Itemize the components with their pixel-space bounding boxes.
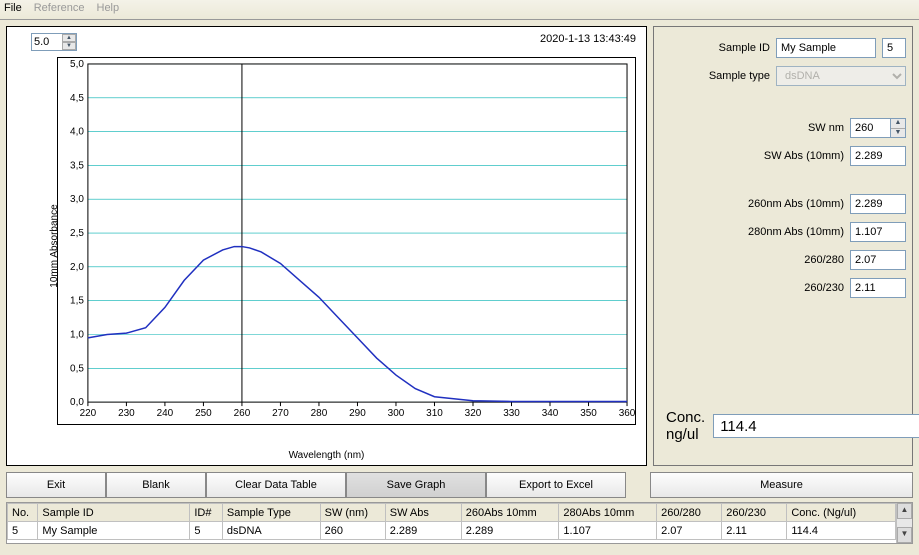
svg-text:310: 310 — [426, 408, 443, 419]
sample-id-label: Sample ID — [719, 42, 770, 54]
svg-text:0,5: 0,5 — [70, 363, 84, 374]
table-cell: 260 — [320, 522, 385, 540]
abs260-label: 260nm Abs (10mm) — [748, 198, 844, 210]
sample-num-input[interactable] — [882, 38, 906, 58]
svg-text:1,0: 1,0 — [70, 329, 84, 340]
conc-label: Conc. ng/ul — [666, 409, 705, 443]
svg-text:2,5: 2,5 — [70, 228, 84, 239]
sample-type-select[interactable]: dsDNA — [776, 66, 906, 86]
svg-text:0,0: 0,0 — [70, 397, 84, 408]
svg-text:240: 240 — [157, 408, 174, 419]
spin-up-icon[interactable]: ▲ — [62, 34, 76, 42]
r260-230-field — [850, 278, 906, 298]
menubar: File Reference Help — [0, 0, 919, 20]
sw-nm-spinner[interactable]: ▲▼ — [850, 118, 906, 138]
table-header: Sample Type — [222, 504, 320, 522]
save-graph-button[interactable]: Save Graph — [346, 472, 486, 498]
menu-help[interactable]: Help — [97, 2, 120, 17]
abs260-field — [850, 194, 906, 214]
exit-button[interactable]: Exit — [6, 472, 106, 498]
scroll-up-icon[interactable]: ▲ — [897, 503, 912, 519]
svg-text:290: 290 — [349, 408, 366, 419]
chart-panel: ▲ ▼ 2020-1-13 13:43:49 10mm Absorbance 0… — [6, 26, 647, 466]
svg-text:1,5: 1,5 — [70, 296, 84, 307]
sw-nm-label: SW nm — [808, 122, 844, 134]
sw-abs-label: SW Abs (10mm) — [764, 150, 844, 162]
table-cell: 5 — [190, 522, 223, 540]
svg-text:5,0: 5,0 — [70, 59, 84, 70]
svg-text:360: 360 — [619, 408, 635, 419]
svg-text:250: 250 — [195, 408, 212, 419]
svg-text:340: 340 — [542, 408, 559, 419]
table-header: SW (nm) — [320, 504, 385, 522]
sw-nm-input[interactable] — [850, 118, 890, 138]
r260-280-field — [850, 250, 906, 270]
table-header: 260/280 — [657, 504, 722, 522]
table-header: 260Abs 10mm — [461, 504, 559, 522]
table-header: 260/230 — [722, 504, 787, 522]
measure-button[interactable]: Measure — [650, 472, 913, 498]
sample-id-input[interactable] — [776, 38, 876, 58]
r260-280-label: 260/280 — [804, 254, 844, 266]
side-panel: Sample ID Sample type dsDNA SW nm ▲▼ SW … — [653, 26, 913, 466]
table-row[interactable]: 5My Sample5dsDNA2602.2892.2891.1072.072.… — [8, 522, 896, 540]
table-cell: dsDNA — [222, 522, 320, 540]
table-header: SW Abs — [385, 504, 461, 522]
svg-text:2,0: 2,0 — [70, 262, 84, 273]
sample-type-label: Sample type — [709, 70, 770, 82]
ymax-spinner[interactable]: ▲ ▼ — [31, 33, 77, 51]
table-header: Sample ID — [38, 504, 190, 522]
conc-field — [713, 414, 919, 438]
ymax-input[interactable] — [32, 34, 62, 50]
r260-230-label: 260/230 — [804, 282, 844, 294]
svg-text:3,0: 3,0 — [70, 194, 84, 205]
chart-area: 0,0 0,5 1,0 1,5 2,0 2,5 3,0 3,5 4,0 4,5 5,0 220 230 2… — [57, 57, 636, 425]
svg-text:330: 330 — [503, 408, 520, 419]
timestamp: 2020-1-13 13:43:49 — [540, 33, 636, 45]
blank-button[interactable]: Blank — [106, 472, 206, 498]
menu-reference[interactable]: Reference — [34, 2, 85, 17]
abs280-label: 280nm Abs (10mm) — [748, 226, 844, 238]
clear-button[interactable]: Clear Data Table — [206, 472, 346, 498]
table-cell: 1.107 — [559, 522, 657, 540]
table-header: Conc. (Ng/ul) — [787, 504, 896, 522]
table-cell: 2.11 — [722, 522, 787, 540]
abs280-field — [850, 222, 906, 242]
scrollbar[interactable]: ▲ ▼ — [896, 503, 912, 543]
spin-down-icon[interactable]: ▼ — [62, 42, 76, 50]
table-cell: My Sample — [38, 522, 190, 540]
spin-down-icon[interactable]: ▼ — [891, 129, 905, 138]
svg-text:3,5: 3,5 — [70, 160, 84, 171]
menu-file[interactable]: File — [4, 2, 22, 17]
scroll-down-icon[interactable]: ▼ — [897, 527, 912, 543]
chart-xlabel: Wavelength (nm) — [289, 450, 365, 461]
svg-text:270: 270 — [272, 408, 289, 419]
table-cell: 2.07 — [657, 522, 722, 540]
sw-abs-field — [850, 146, 906, 166]
table-cell: 2.289 — [461, 522, 559, 540]
svg-text:280: 280 — [311, 408, 328, 419]
table-cell: 114.4 — [787, 522, 896, 540]
spin-up-icon[interactable]: ▲ — [891, 119, 905, 129]
svg-text:220: 220 — [80, 408, 97, 419]
svg-text:4,5: 4,5 — [70, 93, 84, 104]
svg-text:4,0: 4,0 — [70, 127, 84, 138]
table-header: 280Abs 10mm — [559, 504, 657, 522]
table-header: ID# — [190, 504, 223, 522]
svg-text:230: 230 — [118, 408, 135, 419]
table-cell: 2.289 — [385, 522, 461, 540]
button-row: Exit Blank Clear Data Table Save Graph E… — [0, 472, 919, 502]
data-table: No.Sample IDID#Sample TypeSW (nm)SW Abs2… — [6, 502, 913, 544]
table-header: No. — [8, 504, 38, 522]
svg-text:260: 260 — [234, 408, 251, 419]
svg-text:350: 350 — [580, 408, 597, 419]
export-button[interactable]: Export to Excel — [486, 472, 626, 498]
table-cell: 5 — [8, 522, 38, 540]
svg-text:300: 300 — [388, 408, 405, 419]
svg-text:320: 320 — [465, 408, 482, 419]
